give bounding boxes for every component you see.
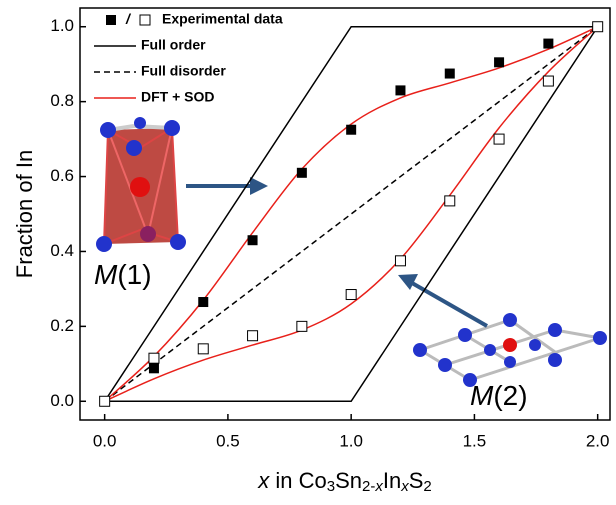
x-tick-label: 1.0 [339, 431, 363, 450]
arrow-head [398, 274, 418, 290]
legend-swatch [106, 15, 116, 25]
data-point [248, 331, 258, 341]
arrow [412, 283, 487, 326]
full-disorder-line [105, 27, 598, 402]
annotation: M(1) [94, 259, 152, 290]
data-point [494, 134, 504, 144]
chart: Fraction of In x in Co3Sn2-xInxS2 M(1) M… [0, 0, 616, 500]
legend-swatch [140, 15, 150, 25]
data-point [149, 353, 159, 363]
x-tick-label: 2.0 [586, 431, 610, 450]
inset-m2 [413, 313, 607, 387]
y-axis-label: Fraction of In [12, 150, 37, 278]
data-point [248, 235, 258, 245]
data-point [543, 76, 553, 86]
data-point [198, 297, 208, 307]
data-point [100, 396, 110, 406]
legend-label: DFT + SOD [141, 89, 215, 105]
data-point [593, 22, 603, 32]
inset-m1 [96, 117, 186, 252]
x-tick-label: 0.0 [93, 431, 117, 450]
data-point [198, 344, 208, 354]
y-tick-label: 0.8 [50, 91, 74, 110]
annotation: M(2) [470, 380, 528, 411]
data-point [395, 85, 405, 95]
x-axis-label: x in Co3Sn2-xInxS2 [257, 468, 431, 495]
y-tick-label: 0.0 [50, 391, 74, 410]
data-point [346, 125, 356, 135]
x-tick-label: 1.5 [463, 431, 487, 450]
legend-label: Full order [141, 37, 206, 53]
data-point [297, 321, 307, 331]
data-point [445, 196, 455, 206]
legend-label: Experimental data [162, 11, 283, 27]
data-point [395, 256, 405, 266]
data-point [149, 363, 159, 373]
y-tick-label: 0.4 [50, 241, 74, 260]
data-point [494, 57, 504, 67]
data-point [445, 69, 455, 79]
legend-separator: / [125, 11, 132, 27]
y-tick-label: 0.6 [50, 166, 74, 185]
data-point [346, 290, 356, 300]
y-tick-label: 0.2 [50, 316, 74, 335]
legend-label: Full disorder [141, 63, 226, 79]
arrow-head [250, 177, 268, 195]
y-tick-label: 1.0 [50, 16, 74, 35]
data-point [543, 39, 553, 49]
data-point [297, 168, 307, 178]
x-tick-label: 0.5 [216, 431, 240, 450]
